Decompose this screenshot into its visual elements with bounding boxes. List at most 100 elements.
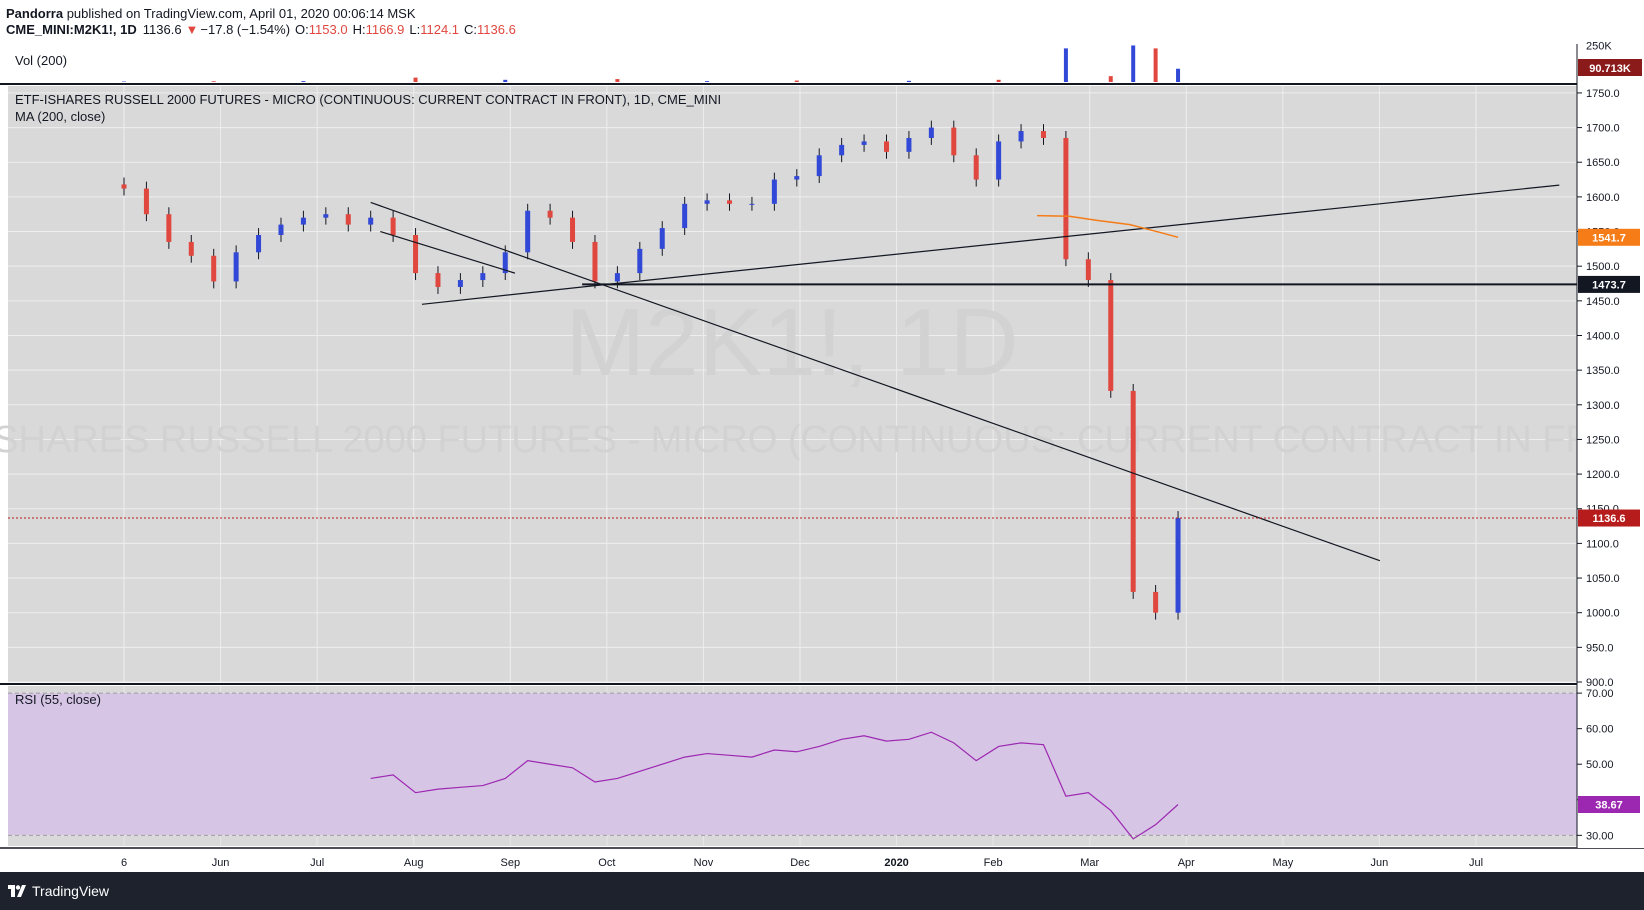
rsi-axis-tick-label: 30.00 bbox=[1586, 830, 1614, 842]
volume-axis-tick-label: 250K bbox=[1586, 40, 1612, 52]
price-axis-tick-label: 950.0 bbox=[1586, 642, 1614, 654]
candle-body bbox=[996, 141, 1002, 180]
last-price-badge: 1136.6 bbox=[1578, 509, 1640, 527]
trendline bbox=[421, 184, 1560, 305]
volume-bar bbox=[615, 79, 620, 82]
time-axis-tick-label: Nov bbox=[694, 857, 714, 869]
change-label: −17.8 (−1.54%) bbox=[200, 22, 290, 37]
candle-body bbox=[1130, 390, 1136, 592]
time-axis-labels: 6 Jun Jul Aug Sep Oct Nov Dec 2020 Feb Mar Apr May Ju… bbox=[121, 857, 1483, 869]
volume-bar bbox=[906, 80, 911, 82]
rsi-value-badge: 38.67 bbox=[1578, 796, 1640, 814]
candle-body bbox=[457, 280, 463, 287]
volume-bar bbox=[996, 79, 1001, 82]
candle-body bbox=[749, 203, 755, 205]
price-axis-tick-label: 1300.0 bbox=[1586, 400, 1620, 412]
rsi-band bbox=[8, 693, 1577, 836]
candle-body bbox=[1063, 137, 1069, 260]
candle-body bbox=[256, 235, 262, 253]
volume-bar bbox=[1131, 45, 1136, 82]
price-axis-tick-label: 1250.0 bbox=[1586, 434, 1620, 446]
volume-bar bbox=[1108, 76, 1113, 82]
tradingview-chart[interactable]: Pandorra published on TradingView.com, A… bbox=[0, 0, 1644, 872]
time-axis-tick-label: Jul bbox=[310, 857, 324, 869]
volume-pane-label: Vol (200) bbox=[15, 53, 67, 68]
candle-body bbox=[973, 155, 979, 180]
candle-body bbox=[435, 273, 441, 287]
candle-body bbox=[368, 217, 374, 225]
candle-body bbox=[233, 252, 239, 282]
price-axis-tick-label: 1100.0 bbox=[1586, 538, 1619, 550]
candle-body bbox=[166, 214, 172, 242]
candle-body bbox=[771, 179, 777, 204]
change-arrow: ▼ bbox=[186, 22, 199, 37]
candle-body bbox=[637, 248, 643, 274]
candle-body bbox=[1108, 280, 1114, 391]
symbol-label: CME_MINI:M2K1!, 1D bbox=[6, 22, 137, 37]
rsi-axis-tick-label: 70.00 bbox=[1586, 688, 1614, 700]
author-name: Pandorra bbox=[6, 6, 64, 21]
candle-body bbox=[861, 141, 867, 145]
close-value: 1136.6 bbox=[477, 22, 516, 37]
price-axis[interactable] bbox=[1577, 44, 1644, 848]
candle-body bbox=[480, 273, 486, 281]
time-axis-tick-label: Jun bbox=[212, 857, 230, 869]
volume-pane[interactable] bbox=[8, 44, 1577, 82]
rsi-pane-label: RSI (55, close) bbox=[15, 692, 101, 707]
candle-body bbox=[211, 255, 217, 282]
volume-bar bbox=[1063, 48, 1068, 82]
time-axis-tick-label: Dec bbox=[790, 857, 810, 869]
candle-body bbox=[413, 235, 419, 274]
price-axis-tick-label: 1200.0 bbox=[1586, 469, 1620, 481]
volume-bar bbox=[794, 80, 799, 82]
price-pane[interactable] bbox=[8, 86, 1577, 682]
candle-body bbox=[1085, 259, 1091, 281]
header-line-1: Pandorra published on TradingView.com, A… bbox=[6, 6, 416, 21]
level-value-badge: 1473.7 bbox=[1578, 275, 1640, 293]
low-label: L: bbox=[409, 22, 420, 37]
last-price-label: 1136.6 bbox=[143, 22, 182, 37]
candle-body bbox=[143, 188, 149, 215]
candle-body bbox=[525, 210, 531, 253]
rsi-axis-tick-label: 50.00 bbox=[1586, 759, 1614, 771]
candle-body bbox=[570, 217, 576, 242]
svg-text:1473.7: 1473.7 bbox=[1592, 279, 1626, 291]
candle-body bbox=[1018, 131, 1024, 142]
candle-body bbox=[884, 141, 890, 152]
candle-body bbox=[659, 228, 665, 249]
price-axis-tick-label: 1700.0 bbox=[1586, 123, 1620, 135]
price-axis-tick-label: 1500.0 bbox=[1586, 261, 1620, 273]
time-axis[interactable] bbox=[0, 849, 1577, 872]
high-value: 1166.9 bbox=[366, 22, 405, 37]
ma-value-badge: 1541.7 bbox=[1578, 228, 1640, 246]
svg-text:1136.6: 1136.6 bbox=[1592, 513, 1625, 525]
time-axis-tick-label: Apr bbox=[1178, 857, 1195, 869]
candle-body bbox=[906, 137, 912, 152]
time-axis-tick-label: Mar bbox=[1080, 857, 1099, 869]
price-axis-tick-label: 1400.0 bbox=[1586, 330, 1620, 342]
candle-body bbox=[121, 184, 127, 189]
candle-body bbox=[614, 273, 620, 282]
footer-brand-text: TradingView bbox=[32, 883, 110, 899]
tradingview-logo-icon bbox=[8, 885, 26, 897]
ma-200-line bbox=[1037, 214, 1179, 239]
rsi-line bbox=[370, 731, 1179, 840]
volume-bar bbox=[1176, 68, 1181, 82]
time-axis-tick-label: May bbox=[1272, 857, 1293, 869]
open-label: O: bbox=[295, 22, 309, 37]
candle-body bbox=[592, 241, 598, 282]
price-axis-tick-label: 1750.0 bbox=[1586, 88, 1620, 100]
candle-body bbox=[1040, 131, 1046, 138]
volume-bar bbox=[413, 77, 418, 82]
time-axis-tick-label: Sep bbox=[500, 857, 520, 869]
watermark-layer: M2K1!, 1D ETF-ISHARES RUSSELL 2000 FUTUR… bbox=[0, 289, 1644, 461]
candle-layer bbox=[121, 120, 1181, 620]
price-axis-tick-label: 1600.0 bbox=[1586, 192, 1620, 204]
candle-body bbox=[300, 217, 306, 225]
candle-body bbox=[1153, 591, 1159, 613]
close-label: C: bbox=[464, 22, 477, 37]
candle-body bbox=[345, 214, 351, 225]
time-axis-tick-label: Aug bbox=[404, 857, 424, 869]
tradingview-logo[interactable]: TradingView bbox=[8, 883, 109, 899]
